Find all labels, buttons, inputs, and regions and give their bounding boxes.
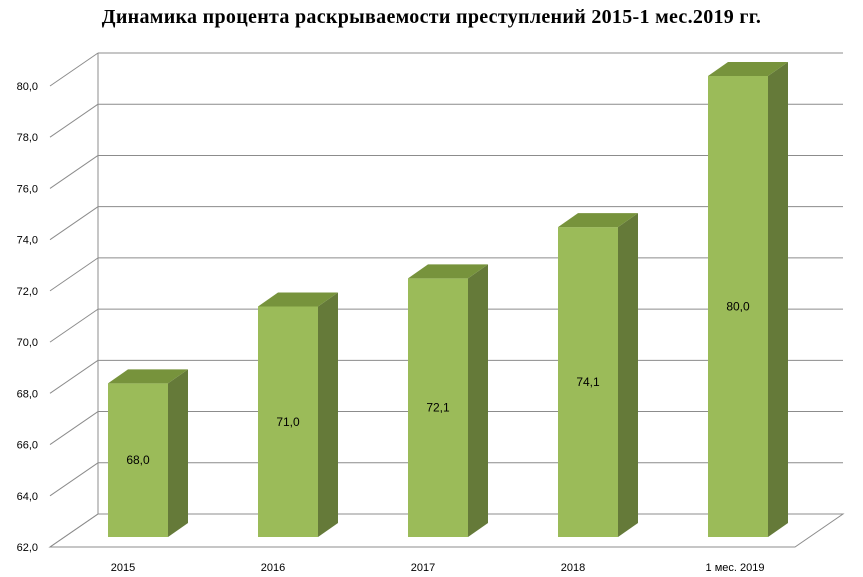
data-label: 72,1	[426, 401, 450, 415]
bar	[408, 278, 468, 537]
gridline-side	[49, 103, 99, 138]
x-tick-label: 2016	[261, 562, 285, 574]
x-tick-label: 1 мес. 2019	[706, 562, 765, 574]
y-tick-label: 78,0	[17, 132, 38, 144]
gridline-side	[49, 52, 99, 87]
bar-top	[708, 62, 788, 76]
gridline-side	[49, 155, 99, 189]
bar-top	[408, 264, 488, 279]
bar-side	[168, 369, 188, 537]
y-tick-label: 72,0	[17, 286, 38, 298]
data-label: 80,0	[726, 300, 750, 314]
y-tick-label: 76,0	[17, 183, 38, 195]
bar-top	[108, 369, 188, 384]
x-tick-label: 2017	[411, 562, 435, 574]
bar	[558, 227, 618, 537]
data-label: 71,0	[276, 415, 300, 429]
bar-top	[258, 292, 338, 307]
x-tick-label: 2015	[111, 562, 135, 574]
data-label: 68,0	[126, 453, 150, 467]
x-axis: 2015 2016 2017 2018 1 мес. 2019	[111, 562, 765, 574]
y-tick-label: 68,0	[17, 388, 38, 400]
chart-title: Динамика процента раскрываемости преступ…	[101, 6, 762, 28]
bar-side	[768, 62, 788, 537]
y-tick-label: 74,0	[17, 235, 38, 247]
y-tick-label: 80,0	[17, 81, 38, 93]
bar-top	[558, 213, 638, 228]
y-tick-label: 62,0	[17, 542, 38, 554]
bars: 68,0 71,0 72,1 74,1 80,0	[108, 62, 788, 537]
bar	[258, 306, 318, 537]
y-tick-label: 70,0	[17, 337, 38, 349]
gridline-side	[49, 206, 99, 241]
gridline-side	[49, 411, 99, 445]
bar-side	[468, 264, 488, 537]
bar	[108, 383, 168, 537]
y-tick-label: 64,0	[17, 491, 38, 503]
y-axis: 62,0 64,0 66,0 68,0 70,0 72,0 74,0 76,0 78,0 80,0	[17, 81, 38, 554]
gridline-side	[49, 359, 99, 394]
gridline-side	[49, 257, 99, 292]
gridline-side	[49, 308, 99, 343]
y-tick-label: 66,0	[17, 440, 38, 452]
gridline-side	[49, 462, 99, 497]
bar	[708, 76, 768, 537]
bar-side	[618, 213, 638, 537]
x-tick-label: 2018	[561, 562, 585, 574]
data-label: 74,1	[576, 375, 600, 389]
chart-floor	[48, 513, 845, 548]
bar-side	[318, 292, 338, 537]
